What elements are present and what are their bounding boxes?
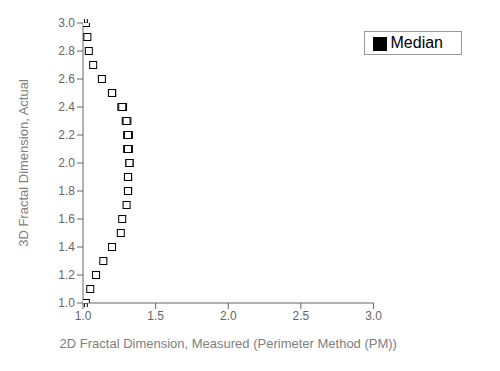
svg-text:3.0: 3.0 [365, 309, 382, 323]
svg-text:3.0: 3.0 [58, 16, 75, 30]
svg-text:1.8: 1.8 [58, 184, 75, 198]
svg-text:1.6: 1.6 [58, 212, 75, 226]
svg-text:2.0: 2.0 [58, 156, 75, 170]
svg-text:2.2: 2.2 [58, 128, 75, 142]
svg-text:2.8: 2.8 [58, 44, 75, 58]
svg-text:2.4: 2.4 [58, 100, 75, 114]
html-text:Median: Median [390, 34, 443, 51]
svg-text:2.5: 2.5 [293, 309, 310, 323]
svg-text:1.0: 1.0 [58, 296, 75, 310]
svg-text:2.6: 2.6 [58, 72, 75, 86]
svg-text:1.2: 1.2 [58, 268, 75, 282]
svg-text:2.0: 2.0 [220, 309, 237, 323]
svg-text:1.5: 1.5 [147, 309, 164, 323]
svg-text:3D Fractal Dimension, Actual: 3D Fractal Dimension, Actual [16, 79, 31, 247]
svg-text:2D Fractal Dimension, Measured: 2D Fractal Dimension, Measured (Perimete… [60, 336, 397, 351]
svg-text:1.0: 1.0 [75, 309, 92, 323]
svg-text:1.4: 1.4 [58, 240, 75, 254]
